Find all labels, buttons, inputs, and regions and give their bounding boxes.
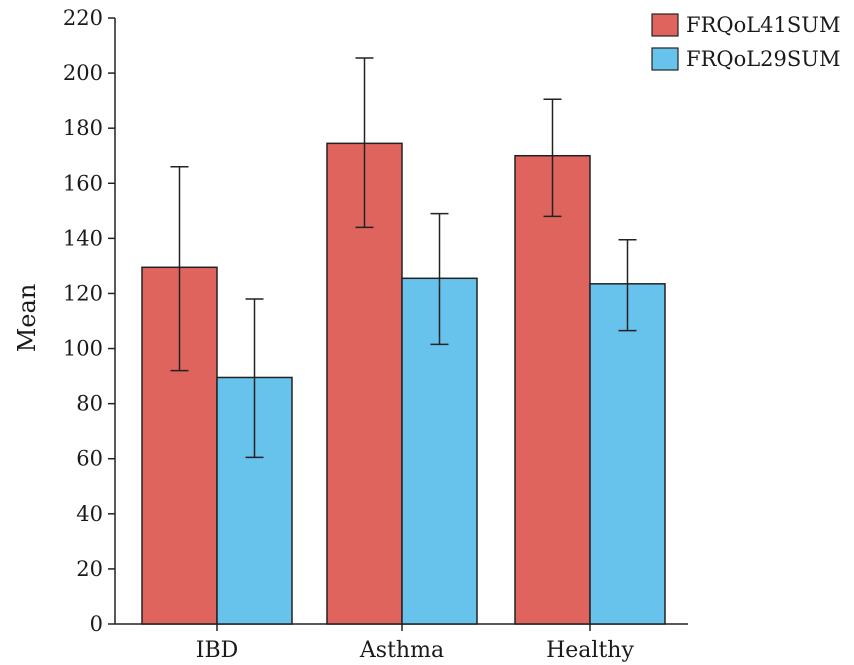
legend-label: FRQoL41SUM — [686, 13, 841, 37]
y-tick-label: 140 — [63, 226, 103, 250]
y-tick-label: 0 — [90, 612, 103, 636]
y-axis-title: Mean — [13, 284, 41, 353]
x-axis: IBD Asthma Healthy — [115, 623, 688, 663]
legend-label: FRQoL29SUM — [686, 47, 841, 71]
y-tick-label: 80 — [76, 392, 103, 416]
bars — [141, 142, 666, 625]
x-tick-label: Healthy — [546, 638, 634, 663]
y-tick-label: 200 — [63, 61, 103, 85]
legend-swatch-FRQoL29SUM — [651, 47, 679, 71]
y-tick-label: 40 — [76, 502, 103, 526]
error-bars — [170, 57, 637, 459]
y-axis: 0 20 40 60 80 100 120 140 160 180 200 220 — [63, 6, 116, 636]
bar-FRQoL29SUM-Healthy — [589, 283, 666, 625]
y-tick-label: 120 — [63, 281, 103, 305]
y-tick-label: 180 — [63, 116, 103, 140]
y-tick-label: 20 — [76, 557, 103, 581]
legend: FRQoL41SUM FRQoL29SUM — [651, 13, 841, 71]
x-tick-label: IBD — [196, 638, 239, 663]
x-tick-label: Asthma — [359, 638, 444, 663]
y-tick-label: 60 — [76, 447, 103, 471]
bar-FRQoL41SUM-Healthy — [514, 154, 591, 625]
legend-swatch-FRQoL41SUM — [651, 13, 679, 37]
y-tick-label: 160 — [63, 171, 103, 195]
y-tick-label: 220 — [63, 6, 103, 30]
y-tick-label: 100 — [63, 337, 103, 361]
